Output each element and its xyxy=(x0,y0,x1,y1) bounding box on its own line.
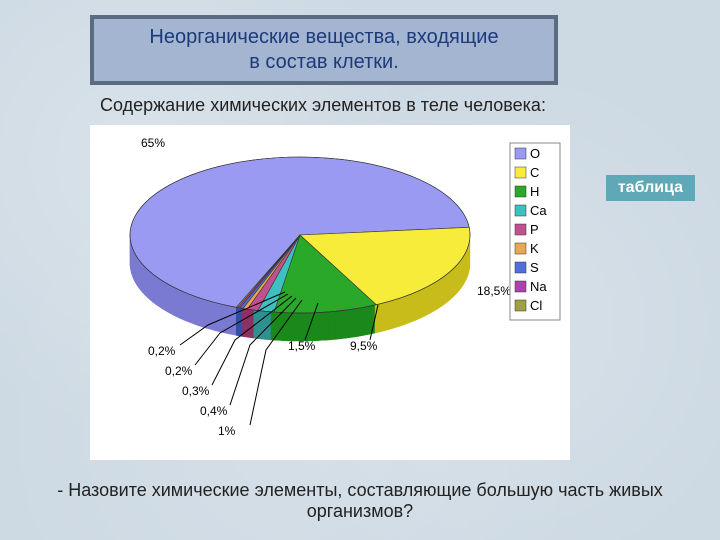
pie-slice-label: 0,3% xyxy=(182,384,210,398)
legend-label: K xyxy=(530,241,539,256)
legend-label: C xyxy=(530,165,539,180)
legend-swatch xyxy=(515,281,526,292)
pie-slice-label: 65% xyxy=(141,136,165,150)
legend-label: P xyxy=(530,222,539,237)
pie-slice-label: 18,5% xyxy=(477,284,511,298)
legend-label: S xyxy=(530,260,539,275)
legend-swatch xyxy=(515,148,526,159)
legend-swatch xyxy=(515,205,526,216)
pie-slice-label: 1% xyxy=(218,424,236,438)
pie-chart: 65% 18,5% 9,5% 1,5% 1% 0,4% 0,3% 0,2% 0,2% OCH Ca P… xyxy=(90,125,570,460)
legend-swatch xyxy=(515,300,526,311)
pie-slice-label: 9,5% xyxy=(350,339,378,353)
pie-slice-label: 0,2% xyxy=(165,364,193,378)
legend-label: H xyxy=(530,184,539,199)
pie-top xyxy=(130,157,470,313)
title-line1: Неорганические вещества, входящие xyxy=(149,26,498,48)
legend-swatch xyxy=(515,262,526,273)
table-button[interactable]: таблица xyxy=(606,175,695,201)
title-line2: в состав клетки. xyxy=(249,51,399,73)
legend-swatch xyxy=(515,224,526,235)
question-text: - Назовите химические элементы, составля… xyxy=(40,480,680,522)
pie-slice-label: 0,4% xyxy=(200,404,228,418)
pie-slice-label: 0,2% xyxy=(148,344,176,358)
legend-swatch xyxy=(515,243,526,254)
subtitle: Содержание химических элементов в теле ч… xyxy=(100,95,546,116)
legend-label: O xyxy=(530,146,540,161)
title-box: Неорганические вещества, входящие в сост… xyxy=(90,15,558,85)
pie-slice-label: 1,5% xyxy=(288,339,316,353)
legend-swatch xyxy=(515,167,526,178)
legend-label: Ca xyxy=(530,203,547,218)
legend-label: Na xyxy=(530,279,547,294)
legend-label: Cl xyxy=(530,298,542,313)
legend-swatch xyxy=(515,186,526,197)
